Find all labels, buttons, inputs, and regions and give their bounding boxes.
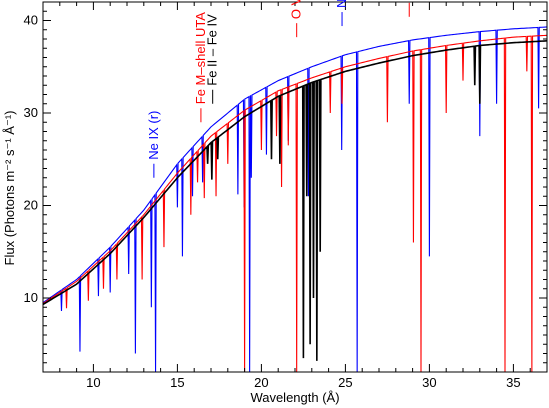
x-tick-label: 25 — [338, 375, 352, 390]
y-axis-title: Flux (Photons m⁻² s⁻¹ Å⁻¹) — [2, 111, 17, 266]
y-tick-label: 10 — [24, 290, 38, 305]
series-layer — [43, 26, 547, 372]
series-2-line — [43, 40, 547, 361]
x-tick-label: 15 — [170, 375, 184, 390]
series-0-line — [43, 26, 547, 372]
series-0 — [43, 26, 547, 372]
annotation-label: Fe M–shell UTA — [193, 12, 208, 105]
series-1-line — [43, 34, 547, 372]
x-tick-label: 20 — [254, 375, 268, 390]
annotation-label: N VII Lyα — [334, 0, 349, 8]
annotation-label: Ne IX (r) — [146, 111, 161, 160]
plot-frame — [42, 1, 548, 373]
x-tick-label: 30 — [422, 375, 436, 390]
x-axis-title: Wavelength (Å) — [250, 390, 339, 405]
x-tick-label: 35 — [506, 375, 520, 390]
series-2 — [43, 40, 547, 361]
y-tick-label: 40 — [24, 13, 38, 28]
x-axis: 10 15 20 25 30 35 — [42, 2, 548, 390]
annotation-label: Fe II – Fe IV — [205, 14, 220, 86]
y-axis: 10 20 30 40 — [24, 1, 547, 373]
series-1 — [43, 34, 547, 372]
y-tick-label: 30 — [24, 105, 38, 120]
x-tick-label: 10 — [86, 375, 100, 390]
annotation-label: O VII (r) — [289, 0, 304, 19]
y-tick-label: 20 — [24, 198, 38, 213]
